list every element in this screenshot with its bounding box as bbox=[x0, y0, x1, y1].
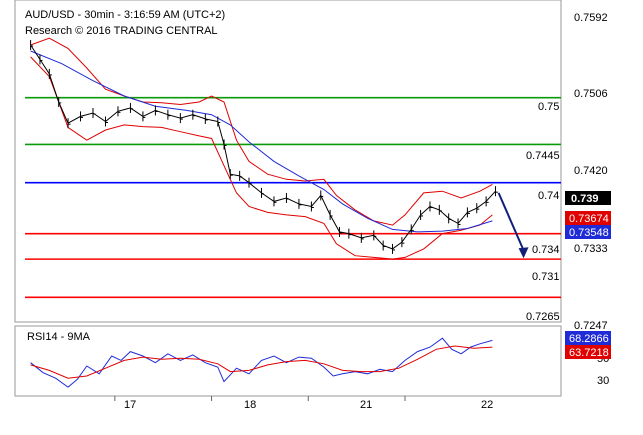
forecast-arrow-head bbox=[518, 247, 529, 259]
support-resistance-levels bbox=[25, 96, 561, 299]
price-ytick-label: 0.7506 bbox=[574, 88, 608, 100]
x-axis-ticks bbox=[114, 396, 406, 401]
badge-ma: 0.73548 bbox=[565, 225, 611, 239]
badge-rsi-ma-bg bbox=[565, 345, 611, 359]
price-ytick-label: 0.7420 bbox=[574, 165, 608, 177]
badge-band-text: 0.73674 bbox=[569, 213, 609, 225]
level-label-0.734: 0.734 bbox=[532, 244, 560, 256]
rsi-ma-series bbox=[30, 345, 493, 379]
forecast-arrow-shaft bbox=[497, 192, 525, 251]
price-panel-frame bbox=[14, 0, 562, 323]
badge-ma-bg bbox=[565, 225, 611, 239]
moving-average bbox=[30, 50, 493, 233]
lower-band-line bbox=[30, 56, 493, 260]
badge-rsi-ma: 63.7218 bbox=[565, 345, 611, 359]
badge-rsi-ma-text: 63.7218 bbox=[569, 347, 609, 359]
x-tick-label: 21 bbox=[360, 399, 372, 411]
level-label-0.7265: 0.7265 bbox=[526, 311, 560, 323]
chart-subtitle: Research © 2016 TRADING CENTRAL bbox=[25, 25, 218, 37]
badge-rsi-bg bbox=[565, 331, 611, 345]
forecast-arrow bbox=[497, 192, 529, 259]
level-label-0.7445: 0.7445 bbox=[526, 150, 560, 162]
rsi-series bbox=[30, 337, 493, 388]
ma-line bbox=[30, 50, 493, 233]
rsi-line bbox=[30, 337, 493, 388]
bollinger-bands bbox=[30, 37, 493, 260]
badge-rsi: 68.2866 bbox=[565, 331, 611, 345]
badge-last-price: 0.739 bbox=[565, 191, 611, 205]
badge-band-bg bbox=[565, 211, 611, 225]
price-ytick-label: 0.7247 bbox=[574, 320, 608, 332]
x-tick-label: 17 bbox=[124, 399, 136, 411]
rsi-ytick-label: 30 bbox=[597, 375, 609, 387]
level-label-0.75: 0.75 bbox=[538, 101, 559, 113]
badge-ma-text: 0.73548 bbox=[569, 227, 609, 239]
price-ytick-label: 0.7333 bbox=[574, 243, 608, 255]
chart-title: AUD/USD - 30min - 3:16:59 AM (UTC+2) bbox=[25, 9, 225, 21]
x-tick-label: 22 bbox=[481, 399, 493, 411]
rsi-panel-label: RSI14 - 9MA bbox=[27, 331, 91, 343]
badge-last-price-bg bbox=[565, 191, 611, 205]
level-label-0.731: 0.731 bbox=[532, 271, 560, 283]
rsi-ma-line bbox=[30, 345, 493, 379]
badge-rsi-text: 68.2866 bbox=[569, 333, 609, 345]
price-line bbox=[30, 44, 496, 250]
badge-last-price-text: 0.739 bbox=[571, 193, 599, 205]
price-series bbox=[30, 40, 498, 254]
x-tick-label: 18 bbox=[244, 399, 256, 411]
badge-band: 0.73674 bbox=[565, 211, 611, 225]
upper-band-line bbox=[30, 37, 493, 226]
price-ytick-label: 0.7592 bbox=[574, 12, 608, 24]
level-label-0.74: 0.74 bbox=[538, 190, 559, 202]
